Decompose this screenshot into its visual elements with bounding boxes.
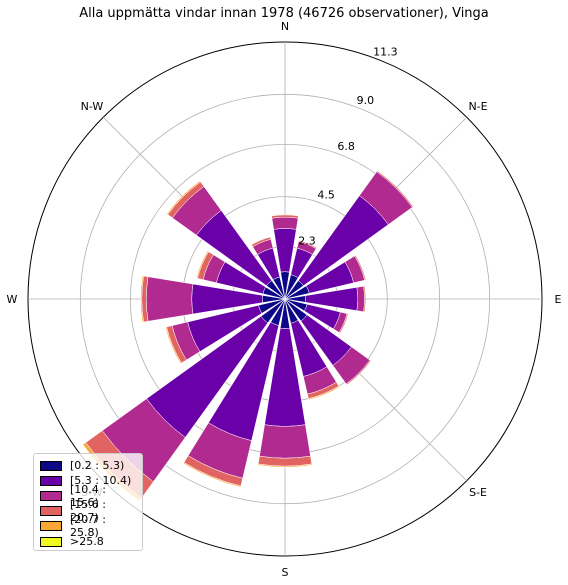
wind-bars: [82, 170, 414, 502]
legend-item: [0.2 : 5.3): [40, 458, 136, 473]
legend-item: [20.7 : 25.8): [40, 513, 136, 539]
wind-bar-s-sw-bin-4: [183, 462, 242, 488]
wind-bar-n-e-bin-3: [376, 170, 414, 208]
legend-item: [5.3 : 10.4): [40, 473, 136, 488]
wind-bar-n-bin-4: [271, 214, 299, 217]
radial-tick-labels: 2.3 4.5 6.8 9.0 11.3: [298, 46, 397, 248]
radial-tick-label: 6.8: [337, 140, 355, 153]
legend: [0.2 : 5.3) [5.3 : 10.4) [10.4 : 15.6) [15.…: [33, 453, 143, 551]
radial-tick-label: 2.3: [298, 235, 316, 248]
wind-bar-w-nw-bin-4: [196, 250, 209, 279]
wind-bar-e-ne-bin-3: [354, 255, 367, 281]
direction-label-n-w: N-W: [81, 100, 104, 113]
direction-label-s-e: S-E: [469, 486, 487, 499]
legend-item: [15.6 : 20.7): [40, 498, 136, 524]
legend-item: [10.4 : 15.6): [40, 483, 136, 509]
radial-tick-label: 11.3: [373, 46, 398, 59]
radial-tick-label: 4.5: [317, 188, 335, 201]
direction-label-w: W: [7, 293, 18, 306]
wind-bar-n-nw-bin-4: [250, 236, 271, 246]
wind-bar-e-bin-3: [363, 285, 366, 313]
wind-bar-n-bin-2: [271, 216, 299, 230]
direction-label-n-e: N-E: [468, 100, 487, 113]
legend-label: [0.2 : 5.3): [70, 459, 125, 473]
legend-swatch: [40, 490, 62, 501]
legend-item: >25.8: [40, 534, 136, 549]
wind-bar-e-bin-2: [356, 285, 365, 313]
legend-label: [20.7 : 25.8): [70, 513, 106, 540]
wind-bar-s-se-bin-4: [308, 385, 340, 401]
legend-swatch: [40, 475, 62, 486]
legend-label: [5.3 : 10.4): [70, 474, 132, 488]
wind-bar-s-bin-4: [257, 463, 313, 468]
legend-label: >25.8: [70, 535, 104, 549]
wind-bar-s-e-bin-3: [345, 359, 372, 386]
radial-tick-label: 9.0: [357, 94, 375, 107]
legend-swatch: [40, 521, 62, 532]
wind-bar-w-bin-2: [146, 276, 194, 322]
wind-bar-e-se-bin-3: [338, 313, 349, 334]
legend-swatch: [40, 536, 62, 547]
legend-swatch: [40, 460, 62, 471]
chart-title: Alla uppmätta vindar innan 1978 (46726 o…: [79, 6, 489, 21]
wind-bar-n-w-bin-4: [166, 180, 201, 215]
direction-label-s: S: [282, 566, 289, 579]
legend-swatch: [40, 506, 62, 517]
legend-label: [10.4 : 15.6): [70, 482, 106, 509]
wind-bar-s-bin-2: [259, 424, 311, 459]
legend-label: [15.6 : 20.7): [70, 498, 106, 525]
wind-bar-w-sw-bin-4: [165, 326, 182, 364]
direction-label-e: E: [555, 293, 562, 306]
wind-bar-w-bin-4: [140, 275, 144, 323]
direction-label-n: N: [281, 20, 289, 33]
wind-bar-n-ne-bin-3: [298, 240, 318, 250]
